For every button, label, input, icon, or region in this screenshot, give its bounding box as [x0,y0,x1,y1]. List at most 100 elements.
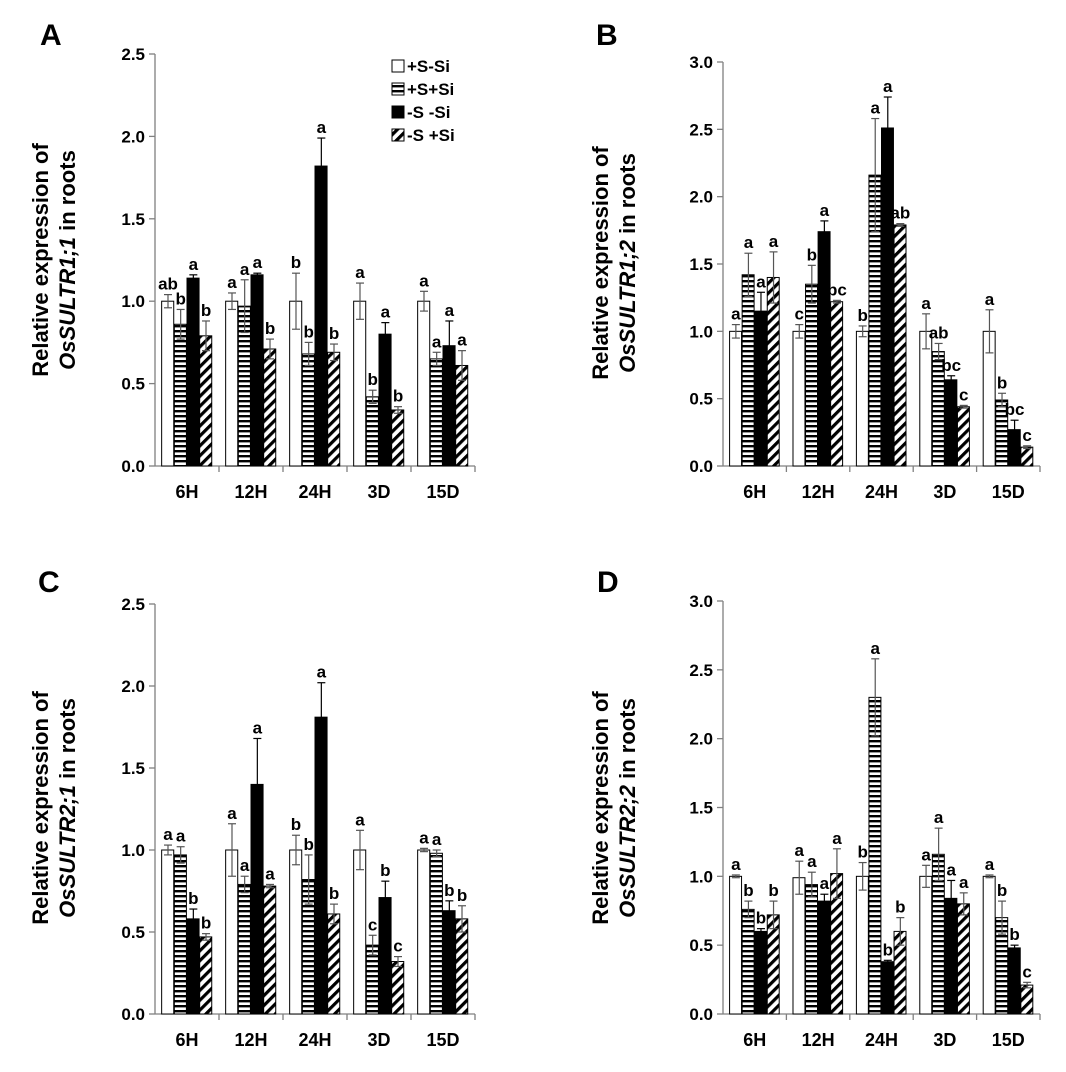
y-tick-label: 1.5 [689,255,713,274]
significance-label: a [921,845,931,864]
bar-mS-pSi-3D [956,406,970,467]
legend-swatch [391,59,405,73]
significance-label: a [744,233,754,252]
bar-pS-mSi-6H [729,330,743,467]
significance-label: b [393,387,403,406]
chart-panel-C: C Relative expression ofOsSULTR2;1 in roo… [28,566,476,1050]
significance-label: a [189,255,199,274]
y-tick-label: 0.0 [121,1005,145,1024]
bar-mS-mSi-15D [442,910,456,1015]
bar-mS-pSi-24H [327,913,341,1015]
y-tick-label: 2.5 [689,661,713,680]
significance-label: b [457,886,467,905]
significance-label: b [175,289,185,308]
chart-panel-B: B Relative expression ofOsSULTR1;2 in roo… [588,19,1041,502]
bar-pS-mSi-15D [982,875,996,1015]
significance-label: bc [941,356,961,375]
bar-mS-mSi-6H [186,918,200,1015]
significance-label: a [807,852,817,871]
y-tick-label: 2.0 [689,730,713,749]
significance-label: a [227,804,237,823]
legend-swatch [391,128,405,142]
bar-pS-mSi-24H [289,849,303,1015]
x-tick-label: 12H [802,482,835,502]
y-tick-label: 3.0 [689,592,713,611]
panel-letter: A [40,19,62,52]
bar-mS-pSi-6H [199,335,213,467]
x-tick-label: 6H [743,1030,766,1050]
bar-mS-pSi-12H [263,885,277,1015]
significance-label: b [291,815,301,834]
y-tick-label: 3.0 [689,53,713,72]
significance-label: a [883,77,893,96]
significance-label: b [807,245,817,264]
significance-label: c [795,305,804,324]
x-tick-label: 15D [992,1030,1025,1050]
significance-label: b [329,884,339,903]
significance-label: a [317,663,327,682]
chart-panel-D: D Relative expression ofOsSULTR2;2 in roo… [588,566,1041,1050]
x-tick-label: 3D [933,482,956,502]
x-tick-label: 12H [802,1030,835,1050]
bar-mS-mSi-6H [186,277,200,467]
bar-mS-pSi-3D [391,409,405,467]
bar-pS-mSi-3D [353,849,367,1015]
bar-mS-mSi-24H [314,716,328,1015]
significance-label: a [820,201,830,220]
x-tick-label: 3D [933,1030,956,1050]
significance-label: a [731,305,741,324]
y-tick-label: 0.5 [121,923,145,942]
bar-pS-pSi-6H [741,908,755,1015]
bar-pS-pSi-6H [741,274,755,467]
legend-label: -S +Si [407,126,455,145]
significance-label: a [163,825,173,844]
bar-pS-mSi-24H [855,330,869,467]
significance-label: ab [929,323,949,342]
bar-pS-mSi-6H [161,300,175,467]
significance-label: b [201,914,211,933]
bar-pS-pSi-12H [237,883,251,1015]
significance-label: c [1022,426,1031,445]
y-tick-label: 2.5 [121,595,145,614]
significance-label: b [1009,925,1019,944]
y-axis-label: Relative expression ofOsSULTR2;2 in root… [588,691,640,925]
significance-label: b [883,940,893,959]
bar-pS-pSi-15D [429,358,443,467]
bar-mS-mSi-3D [378,897,392,1015]
panel-letter: C [38,566,60,599]
significance-label: b [756,909,766,928]
bar-mS-mSi-12H [250,274,264,467]
bar-pS-pSi-15D [429,852,443,1015]
significance-label: a [253,718,263,737]
bar-mS-mSi-6H [754,310,768,467]
bar-pS-pSi-24H [868,696,882,1015]
bar-mS-mSi-24H [881,127,894,467]
y-tick-label: 2.0 [121,677,145,696]
significance-label: a [381,303,391,322]
y-tick-label: 2.5 [689,120,713,139]
x-tick-label: 12H [234,1030,267,1050]
x-tick-label: 24H [298,1030,331,1050]
significance-label: a [985,855,995,874]
y-axis-label: Relative expression ofOsSULTR1;2 in root… [588,146,640,380]
significance-label: b [380,861,390,880]
significance-label: a [265,864,275,883]
significance-label: b [743,881,753,900]
bar-mS-pSi-15D [455,918,469,1015]
bar-pS-pSi-24H [301,353,315,467]
bar-pS-mSi-6H [729,875,743,1015]
legend-swatch [391,82,405,96]
y-tick-label: 0.0 [121,457,145,476]
bar-mS-pSi-12H [263,348,277,467]
bar-pS-pSi-6H [173,854,187,1015]
y-tick-label: 0.5 [121,375,145,394]
bar-mS-mSi-24H [881,961,894,1015]
x-tick-label: 3D [367,1030,390,1050]
bar-pS-mSi-3D [919,330,933,467]
y-tick-label: 1.5 [121,210,145,229]
bar-pS-pSi-12H [805,283,819,467]
bar-pS-mSi-24H [855,875,869,1015]
y-tick-label: 2.5 [121,45,145,64]
bar-mS-pSi-24H [327,351,341,467]
